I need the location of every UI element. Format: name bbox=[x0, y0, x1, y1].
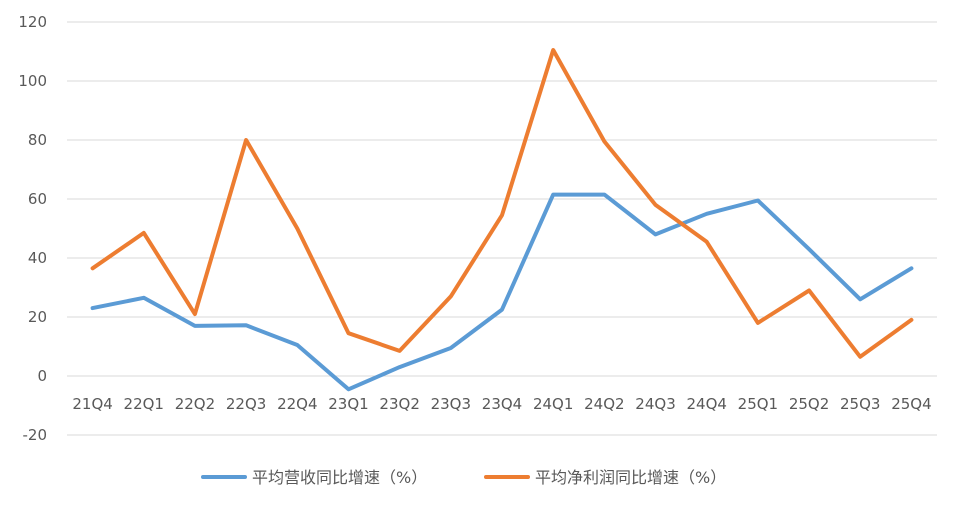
series-line-1 bbox=[90, 192, 914, 392]
x-tick-label: 25Q2 bbox=[789, 395, 829, 413]
y-axis-tick-labels: -20 0 20 40 60 80 100 120 bbox=[18, 13, 47, 444]
y-tick-label: 20 bbox=[28, 308, 47, 326]
x-tick-label: 24Q2 bbox=[584, 395, 624, 413]
y-tick-label: 0 bbox=[37, 367, 47, 385]
x-tick-label: 23Q3 bbox=[431, 395, 471, 413]
y-tick-label: 60 bbox=[28, 190, 47, 208]
y-tick-label: 40 bbox=[28, 249, 47, 267]
x-tick-label: 23Q2 bbox=[379, 395, 419, 413]
y-tick-label: 120 bbox=[18, 13, 47, 31]
gridlines bbox=[67, 21, 937, 436]
x-tick-label: 25Q1 bbox=[738, 395, 778, 413]
legend-label-2: 平均净利润同比增速（%） bbox=[535, 468, 726, 487]
x-tick-label: 24Q3 bbox=[635, 395, 675, 413]
x-tick-label: 24Q4 bbox=[686, 395, 726, 413]
x-tick-label: 22Q4 bbox=[277, 395, 317, 413]
x-tick-label: 23Q1 bbox=[328, 395, 368, 413]
legend-label-1: 平均营收同比增速（%） bbox=[252, 468, 427, 487]
y-tick-label: 100 bbox=[18, 72, 47, 90]
x-tick-label: 22Q1 bbox=[124, 395, 164, 413]
x-axis-tick-labels: 21Q4 22Q1 22Q2 22Q3 22Q4 23Q1 23Q2 23Q3 23Q4 24Q1… bbox=[72, 395, 931, 413]
series-line-2 bbox=[90, 48, 914, 359]
legend: 平均营收同比增速（%） 平均净利润同比增速（%） bbox=[201, 468, 726, 487]
x-tick-label: 24Q1 bbox=[533, 395, 573, 413]
y-tick-label: 80 bbox=[28, 131, 47, 149]
x-tick-label: 25Q3 bbox=[840, 395, 880, 413]
x-tick-label: 21Q4 bbox=[72, 395, 112, 413]
x-tick-label: 25Q4 bbox=[891, 395, 931, 413]
y-tick-label: -20 bbox=[23, 426, 48, 444]
x-tick-label: 22Q3 bbox=[226, 395, 266, 413]
x-tick-label: 22Q2 bbox=[175, 395, 215, 413]
x-tick-label: 23Q4 bbox=[482, 395, 522, 413]
series-lines bbox=[90, 48, 914, 392]
